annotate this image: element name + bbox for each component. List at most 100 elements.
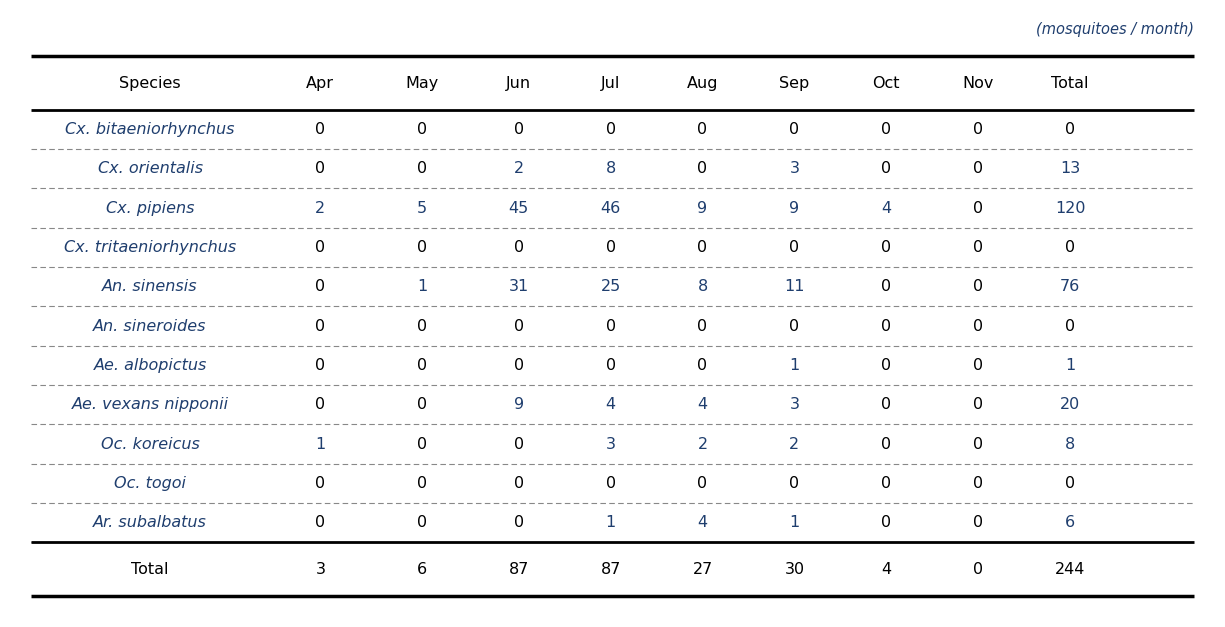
- Text: 0: 0: [417, 515, 428, 530]
- Text: 27: 27: [692, 562, 713, 576]
- Text: 0: 0: [417, 476, 428, 491]
- Text: 0: 0: [789, 476, 800, 491]
- Text: 0: 0: [315, 161, 326, 176]
- Text: 0: 0: [697, 476, 708, 491]
- Text: 0: 0: [697, 161, 708, 176]
- Text: 0: 0: [881, 358, 892, 373]
- Text: 0: 0: [605, 319, 616, 334]
- Text: 2: 2: [315, 201, 326, 216]
- Text: 0: 0: [315, 319, 326, 334]
- Text: An. sineroides: An. sineroides: [93, 319, 207, 334]
- Text: 0: 0: [1065, 319, 1076, 334]
- Text: 3: 3: [315, 562, 326, 576]
- Text: 0: 0: [881, 397, 892, 412]
- Text: 0: 0: [973, 161, 984, 176]
- Text: Jul: Jul: [601, 76, 620, 90]
- Text: An. sinensis: An. sinensis: [102, 279, 198, 294]
- Text: 0: 0: [789, 240, 800, 255]
- Text: 0: 0: [697, 240, 708, 255]
- Text: Cx. bitaeniorhynchus: Cx. bitaeniorhynchus: [65, 122, 235, 137]
- Text: 46: 46: [600, 201, 621, 216]
- Text: Jun: Jun: [506, 76, 532, 90]
- Text: 0: 0: [513, 515, 524, 530]
- Text: 120: 120: [1055, 201, 1085, 216]
- Text: 4: 4: [697, 397, 708, 412]
- Text: 0: 0: [1065, 476, 1076, 491]
- Text: 0: 0: [789, 122, 800, 137]
- Text: (mosquitoes / month): (mosquitoes / month): [1036, 22, 1194, 37]
- Text: 0: 0: [315, 515, 326, 530]
- Text: 6: 6: [1065, 515, 1076, 530]
- Text: 3: 3: [789, 161, 800, 176]
- Text: 0: 0: [881, 515, 892, 530]
- Text: 0: 0: [417, 397, 428, 412]
- Text: 3: 3: [789, 397, 800, 412]
- Text: 0: 0: [973, 397, 984, 412]
- Text: Apr: Apr: [306, 76, 334, 90]
- Text: 0: 0: [973, 476, 984, 491]
- Text: 87: 87: [600, 562, 621, 576]
- Text: 0: 0: [315, 397, 326, 412]
- Text: 0: 0: [513, 122, 524, 137]
- Text: 9: 9: [789, 201, 800, 216]
- Text: 0: 0: [881, 122, 892, 137]
- Text: 31: 31: [508, 279, 529, 294]
- Text: 0: 0: [605, 358, 616, 373]
- Text: Total: Total: [1051, 76, 1089, 90]
- Text: 0: 0: [973, 279, 984, 294]
- Text: 1: 1: [1065, 358, 1076, 373]
- Text: 0: 0: [513, 319, 524, 334]
- Text: Oct: Oct: [872, 76, 900, 90]
- Text: 0: 0: [973, 562, 984, 576]
- Text: 45: 45: [508, 201, 529, 216]
- Text: 9: 9: [513, 397, 524, 412]
- Text: 0: 0: [881, 436, 892, 451]
- Text: 4: 4: [881, 201, 892, 216]
- Text: 0: 0: [973, 358, 984, 373]
- Text: Ae. albopictus: Ae. albopictus: [93, 358, 207, 373]
- Text: Ar. subalbatus: Ar. subalbatus: [93, 515, 207, 530]
- Text: Sep: Sep: [779, 76, 810, 90]
- Text: 0: 0: [513, 476, 524, 491]
- Text: 0: 0: [697, 319, 708, 334]
- Text: 0: 0: [315, 122, 326, 137]
- Text: May: May: [405, 76, 439, 90]
- Text: 4: 4: [881, 562, 892, 576]
- Text: Total: Total: [131, 562, 169, 576]
- Text: 0: 0: [697, 122, 708, 137]
- Text: 0: 0: [417, 161, 428, 176]
- Text: Cx. orientalis: Cx. orientalis: [98, 161, 202, 176]
- Text: Nov: Nov: [963, 76, 993, 90]
- Text: 0: 0: [1065, 122, 1076, 137]
- Text: 0: 0: [605, 240, 616, 255]
- Text: 0: 0: [315, 358, 326, 373]
- Text: 8: 8: [697, 279, 708, 294]
- Text: 0: 0: [1065, 240, 1076, 255]
- Text: 9: 9: [697, 201, 708, 216]
- Text: Species: Species: [119, 76, 181, 90]
- Text: Oc. koreicus: Oc. koreicus: [100, 436, 200, 451]
- Text: 0: 0: [973, 240, 984, 255]
- Text: 0: 0: [417, 436, 428, 451]
- Text: 0: 0: [417, 319, 428, 334]
- Text: 0: 0: [881, 476, 892, 491]
- Text: 4: 4: [605, 397, 616, 412]
- Text: 0: 0: [881, 240, 892, 255]
- Text: 0: 0: [789, 319, 800, 334]
- Text: 3: 3: [605, 436, 616, 451]
- Text: 1: 1: [789, 358, 800, 373]
- Text: 0: 0: [973, 515, 984, 530]
- Text: 87: 87: [508, 562, 529, 576]
- Text: 8: 8: [1065, 436, 1076, 451]
- Text: 0: 0: [315, 476, 326, 491]
- Text: 0: 0: [973, 436, 984, 451]
- Text: 1: 1: [315, 436, 326, 451]
- Text: 30: 30: [784, 562, 805, 576]
- Text: 0: 0: [315, 279, 326, 294]
- Text: 0: 0: [513, 358, 524, 373]
- Text: 0: 0: [605, 122, 616, 137]
- Text: 0: 0: [513, 240, 524, 255]
- Text: 6: 6: [417, 562, 428, 576]
- Text: 0: 0: [881, 279, 892, 294]
- Text: Oc. togoi: Oc. togoi: [114, 476, 186, 491]
